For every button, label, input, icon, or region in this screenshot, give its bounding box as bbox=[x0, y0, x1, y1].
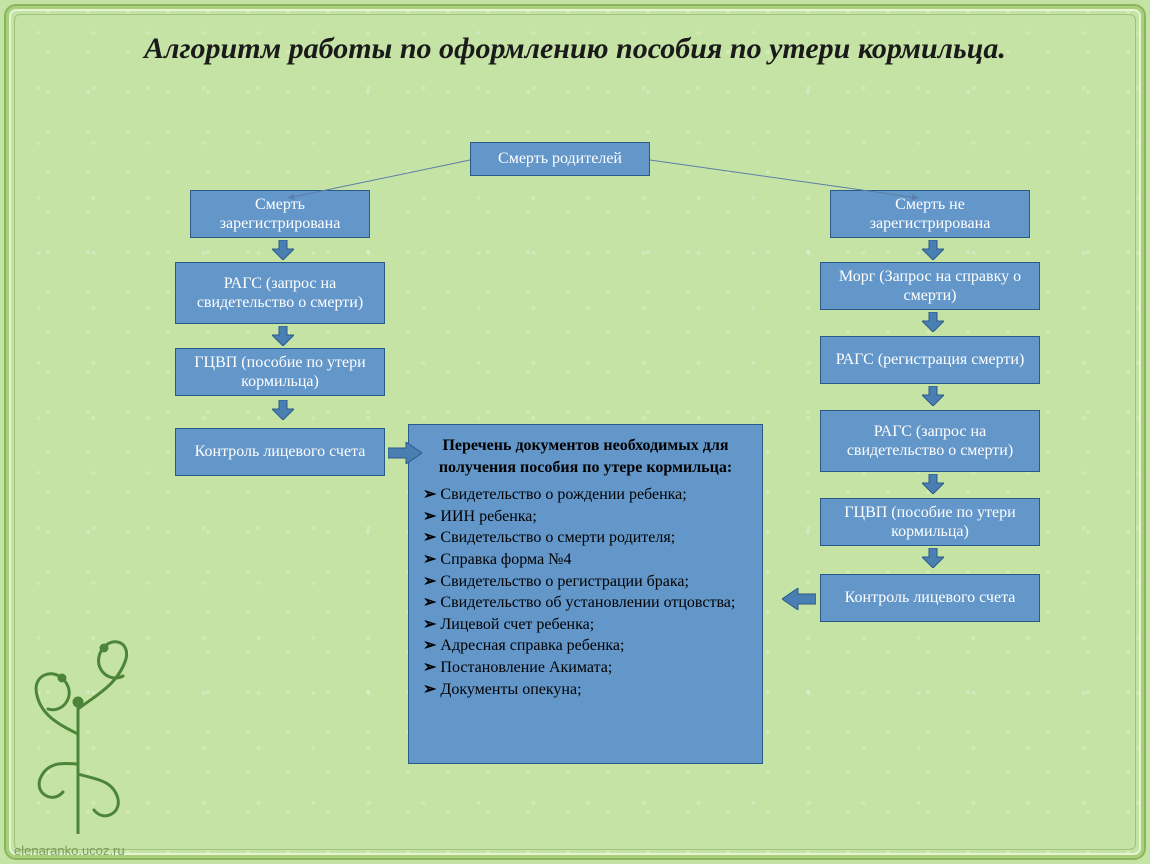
arrow-down-icon bbox=[922, 240, 944, 258]
list-item: Свидетельство о смерти родителя; bbox=[423, 527, 748, 549]
list-item: Справка форма №4 bbox=[423, 549, 748, 571]
documents-list: Свидетельство о рождении ребенка;ИИН реб… bbox=[423, 484, 748, 700]
flow-node-R2: Морг (Запрос на справку о смерти) bbox=[820, 262, 1040, 310]
flow-node-L2: РАГС (запрос на свидетельство о смерти) bbox=[175, 262, 385, 324]
flow-node-R4: РАГС (запрос на свидетельство о смерти) bbox=[820, 410, 1040, 472]
documents-box: Перечень документов необходимых для полу… bbox=[408, 424, 763, 764]
arrow-left-icon bbox=[782, 588, 816, 610]
arrow-right-icon bbox=[388, 442, 422, 464]
watermark-text: elenaranko.ucoz.ru bbox=[14, 843, 125, 858]
arrow-down-icon bbox=[922, 548, 944, 566]
list-item: Постановление Акимата; bbox=[423, 657, 748, 679]
flourish-decoration bbox=[18, 614, 178, 834]
flow-node-L4: Контроль лицевого счета bbox=[175, 428, 385, 476]
arrow-down-icon bbox=[922, 474, 944, 492]
list-item: Адресная справка ребенка; bbox=[423, 635, 748, 657]
documents-box-title: Перечень документов необходимых для полу… bbox=[423, 435, 748, 478]
list-item: Свидетельство о рождении ребенка; bbox=[423, 484, 748, 506]
list-item: Свидетельство о регистрации брака; bbox=[423, 571, 748, 593]
flow-node-R3: РАГС (регистрация смерти) bbox=[820, 336, 1040, 384]
arrow-down-icon bbox=[272, 240, 294, 258]
branch-arrow-icon bbox=[282, 154, 476, 204]
list-item: Документы опекуна; bbox=[423, 679, 748, 701]
slide-title: Алгоритм работы по оформлению пособия по… bbox=[0, 30, 1150, 68]
arrow-down-icon bbox=[272, 400, 294, 418]
flow-node-R6: Контроль лицевого счета bbox=[820, 574, 1040, 622]
arrow-down-icon bbox=[922, 386, 944, 404]
arrow-down-icon bbox=[922, 312, 944, 330]
flow-node-R5: ГЦВП (пособие по утери кормильца) bbox=[820, 498, 1040, 546]
list-item: ИИН ребенка; bbox=[423, 506, 748, 528]
list-item: Свидетельство об установлении отцовства; bbox=[423, 592, 748, 614]
flow-node-root: Смерть родителей bbox=[470, 142, 650, 176]
list-item: Лицевой счет ребенка; bbox=[423, 614, 748, 636]
branch-arrow-icon bbox=[644, 154, 924, 204]
flow-node-L3: ГЦВП (пособие по утери кормильца) bbox=[175, 348, 385, 396]
arrow-down-icon bbox=[272, 326, 294, 344]
